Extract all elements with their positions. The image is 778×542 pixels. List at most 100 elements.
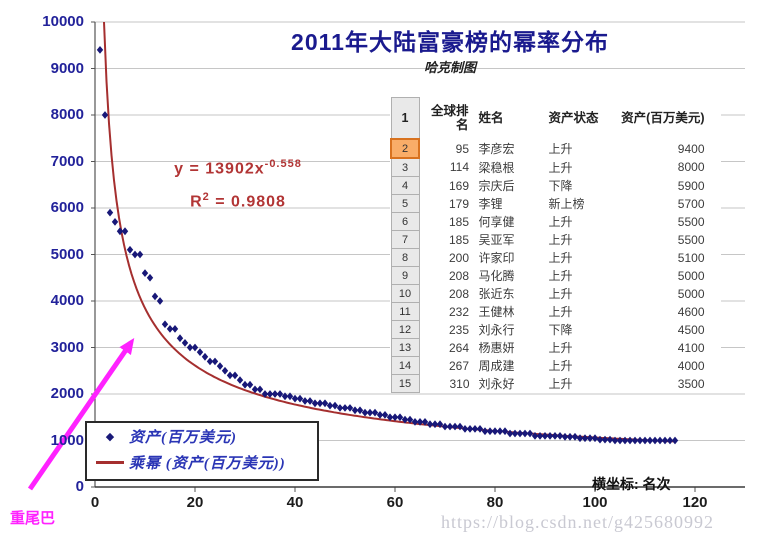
table-cell: 新上榜 <box>548 197 585 211</box>
row-number-cell: 9 <box>390 266 420 285</box>
data-point <box>96 46 104 54</box>
data-point <box>451 422 459 431</box>
table-cell: 4100 <box>677 340 705 355</box>
x-axis-label: 20 <box>186 494 204 511</box>
table-header-cell: 姓名 <box>478 111 504 126</box>
chart-author: 哈克制图 <box>423 60 476 75</box>
data-point <box>471 425 479 433</box>
data-point <box>651 436 659 445</box>
data-point <box>416 418 424 426</box>
table-cell: 310 <box>449 376 470 391</box>
data-point <box>586 434 594 443</box>
trendline-r-squared: R2 = 0.9808 <box>190 191 286 211</box>
table-cell: 上升 <box>548 305 573 319</box>
x-axis-label: 120 <box>682 494 708 511</box>
row-number-cell: 6 <box>390 212 420 231</box>
data-point <box>191 343 199 352</box>
x-axis-label: 0 <box>90 494 100 511</box>
data-point <box>336 404 344 412</box>
data-point <box>271 390 279 398</box>
table-row: 7 185 吴亚军 上升 5500 <box>390 230 721 249</box>
data-point <box>231 371 239 380</box>
row-number-cell: 7 <box>390 230 420 249</box>
data-point <box>151 292 159 301</box>
table-cell: 上升 <box>548 215 573 229</box>
data-point <box>236 376 244 384</box>
table-cell: 5700 <box>677 196 705 211</box>
y-axis-label: 5000 <box>50 245 84 263</box>
legend-label: 乘幂 (资产(百万美元)) <box>129 455 286 472</box>
row-number-cell: 13 <box>390 338 420 357</box>
data-point <box>611 436 619 445</box>
table-cell: 刘永好 <box>478 377 515 391</box>
data-point <box>551 432 559 440</box>
table-cell: 许家印 <box>478 251 515 265</box>
table-row: 2 95 李彦宏 上升 9400 <box>390 138 721 159</box>
data-point <box>621 436 629 445</box>
data-point <box>481 427 489 436</box>
x-axis-label: 80 <box>486 494 504 511</box>
table-cell: 杨惠妍 <box>478 341 515 355</box>
data-point <box>121 227 129 236</box>
table-cell: 何享健 <box>478 215 515 229</box>
row-number-cell: 4 <box>390 176 420 195</box>
data-point <box>341 404 349 412</box>
data-point <box>606 435 614 444</box>
table-row: 3 114 梁稳根 上升 8000 <box>390 157 721 177</box>
data-point <box>461 425 469 433</box>
table-header-cell: 资产(百万美元) <box>621 111 705 126</box>
y-axis-label: 3000 <box>50 338 84 356</box>
y-axis-label: 4000 <box>50 292 84 309</box>
table-cell: 5500 <box>677 214 705 229</box>
row-number-cell: 12 <box>390 320 420 339</box>
table-cell: 9400 <box>677 141 705 156</box>
table-cell: 5000 <box>677 286 705 301</box>
table-cell: 上升 <box>548 269 573 283</box>
data-point <box>126 245 134 254</box>
y-axis-label: 2000 <box>50 385 84 402</box>
table-cell: 232 <box>448 304 469 319</box>
table-cell: 4600 <box>677 304 705 319</box>
row-number-cell: 15 <box>390 374 420 393</box>
watermark: https://blog.csdn.net/g425680992 <box>441 512 714 532</box>
table-cell: 179 <box>448 196 469 211</box>
data-point <box>426 420 434 429</box>
data-point <box>596 435 604 444</box>
data-point <box>141 269 149 277</box>
data-point <box>166 325 174 333</box>
data-point <box>521 429 529 438</box>
y-axis-label: 0 <box>75 478 84 495</box>
table-cell: 185 <box>448 214 469 229</box>
data-point <box>391 413 399 422</box>
table-cell: 上升 <box>548 377 573 391</box>
data-point <box>476 425 484 433</box>
data-point <box>196 348 204 356</box>
table-cell: 185 <box>448 232 469 247</box>
data-point <box>116 227 124 236</box>
x-axis-label: 100 <box>582 494 608 511</box>
x-axis-note: 横坐标: 名次 <box>592 476 671 492</box>
table-row: 8 200 许家印 上升 5100 <box>390 248 721 267</box>
data-point <box>206 357 214 366</box>
table-cell: 8000 <box>677 160 705 175</box>
data-point <box>506 429 514 438</box>
table-cell: 上升 <box>548 359 573 373</box>
table-cell: 264 <box>448 340 469 355</box>
y-axis-label: 7000 <box>50 152 84 170</box>
table-cell: 169 <box>448 178 469 193</box>
data-point <box>466 425 474 433</box>
data-point <box>531 432 539 440</box>
data-point <box>546 432 554 440</box>
data-point <box>381 411 389 419</box>
table-cell: 张近东 <box>478 287 515 301</box>
data-point <box>411 418 419 426</box>
table-cell: 李彦宏 <box>478 142 515 156</box>
table-cell: 周成建 <box>478 359 515 373</box>
data-point <box>501 427 509 436</box>
trendline-icon <box>96 460 124 464</box>
legend-label: 资产(百万美元) <box>129 429 237 446</box>
data-point <box>541 432 549 440</box>
data-point <box>446 422 454 431</box>
row-number-cell: 2 <box>390 138 420 159</box>
data-point <box>361 408 369 417</box>
